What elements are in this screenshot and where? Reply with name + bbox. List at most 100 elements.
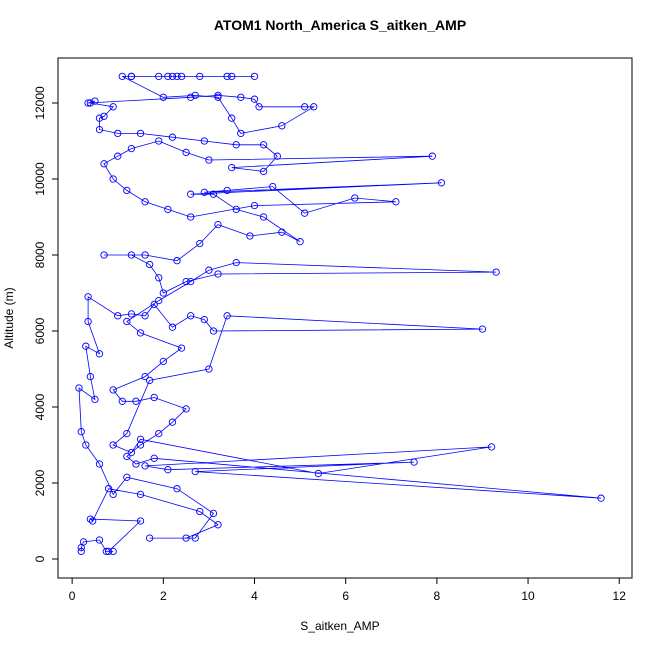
x-axis-label: S_aitken_AMP [300,619,379,633]
point [79,538,88,546]
y-tick-label: 8000 [33,241,47,268]
point [259,167,268,176]
point [77,428,85,436]
point [168,323,177,331]
point [127,72,136,81]
point [136,129,145,138]
point [191,467,199,476]
y-tick-label: 6000 [33,317,47,344]
point [100,112,108,120]
point [168,72,177,81]
point [164,205,172,214]
point [88,517,97,525]
point [109,386,117,394]
point [205,156,213,164]
point [123,186,131,195]
point [164,466,172,474]
point [173,72,181,81]
point [232,258,240,267]
point [104,547,113,556]
point [228,72,236,81]
point [141,251,149,259]
point [237,93,245,101]
point [136,329,145,337]
point [100,160,108,168]
point [136,517,145,525]
point [182,534,190,542]
point [136,441,145,449]
point [301,209,309,217]
point [237,129,245,138]
point [145,376,154,385]
point [150,454,158,462]
point [127,448,136,457]
x-tick-label: 8 [434,589,441,603]
point [127,310,136,318]
point [91,97,99,105]
point [77,547,85,556]
point [100,251,108,259]
point [86,515,95,523]
point [214,270,222,278]
chart-title: ATOM1 North_America S_aitken_AMP [214,17,466,33]
x-tick-label: 12 [613,589,627,603]
point [86,372,95,381]
series-line [78,76,602,552]
point [314,469,322,478]
point [205,365,213,373]
point [145,534,154,542]
point [177,344,186,352]
point [84,317,92,326]
point [196,72,204,81]
point [104,485,113,493]
point [155,429,163,438]
point [82,342,90,350]
x-tick-label: 0 [69,589,76,603]
point [91,395,99,404]
point [150,300,158,309]
point [200,137,208,145]
point [228,163,236,172]
point [95,125,104,134]
point [141,462,149,470]
point [187,190,195,198]
y-tick-label: 10000 [33,162,47,196]
point [223,312,231,320]
point [187,312,195,320]
point [123,452,131,461]
point [155,137,163,145]
point [114,129,122,138]
point [155,274,163,282]
point [246,232,254,240]
point [200,315,208,324]
point [255,103,263,111]
point [278,122,286,130]
point [214,521,222,529]
point [150,393,158,402]
point [492,268,500,276]
point [196,507,204,516]
point [127,144,136,153]
y-tick-label: 12000 [33,86,47,120]
point [214,93,222,101]
point [296,238,304,246]
point [141,198,149,206]
point [159,93,167,101]
point [301,103,309,111]
point [75,384,83,392]
point [232,205,240,214]
point [123,317,131,326]
point [232,141,240,149]
point [155,72,163,81]
y-tick-label: 2000 [33,469,47,496]
point [95,536,104,544]
point [209,327,218,335]
point [86,99,95,107]
point [223,186,231,195]
point [164,72,172,81]
point [214,220,222,229]
point [136,435,145,443]
point [114,312,122,320]
point [118,397,126,405]
